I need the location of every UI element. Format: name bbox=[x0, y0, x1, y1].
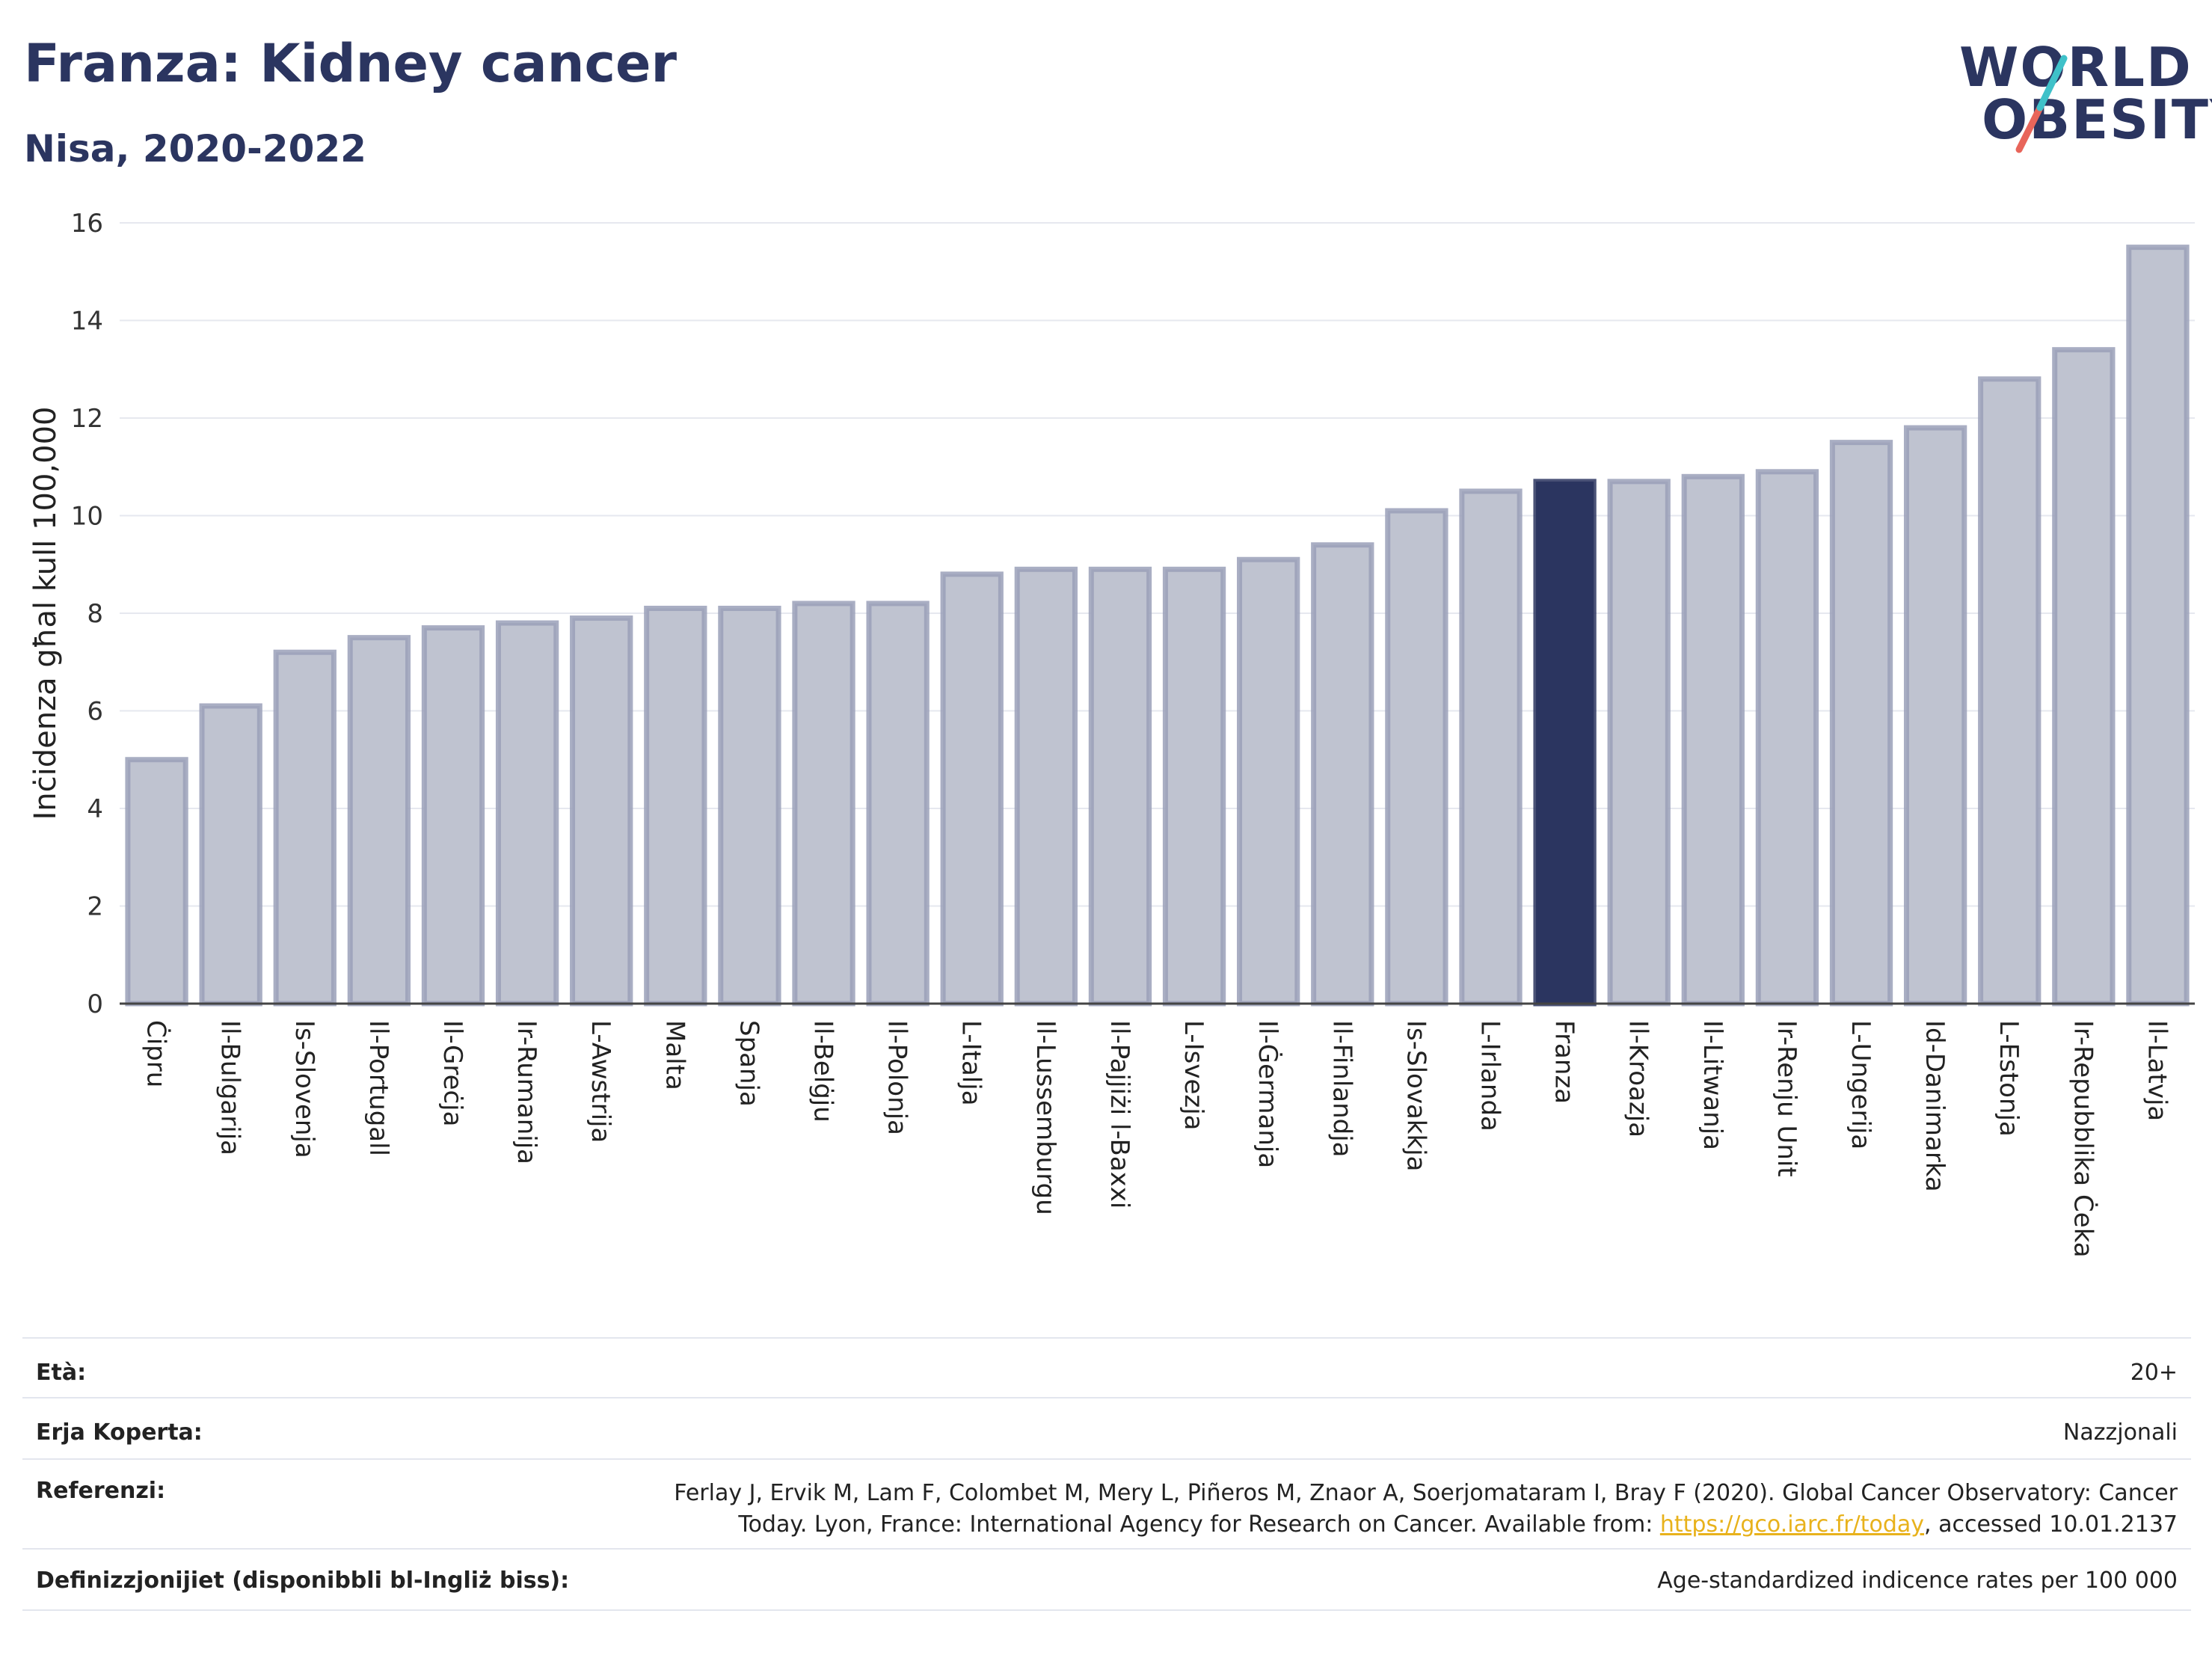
age-value: 20+ bbox=[2130, 1360, 2178, 1386]
bar-18 bbox=[1459, 488, 1523, 1007]
references-value: Ferlay J, Ervik M, Lam F, Colombet M, Me… bbox=[674, 1478, 2178, 1541]
definitions-label: Definizzjonijiet (disponibbli bl-Ingliż … bbox=[36, 1568, 570, 1594]
x-tick-label: Ċipru bbox=[141, 1020, 172, 1087]
x-tick-label: Il-Finlandja bbox=[1327, 1020, 1357, 1158]
bar-chart: 0 2 4 6 8 10 12 14 16 Ċipru Il-Bulgarija Is-Sloven… bbox=[28, 209, 2195, 1258]
references-link[interactable]: https://gco.iarc.fr/today bbox=[1659, 1511, 1925, 1538]
x-tick-label: Id-Danimarka bbox=[1920, 1020, 1950, 1192]
chart-bars bbox=[125, 245, 2190, 1007]
x-tick-label: Is-Slovakkja bbox=[1401, 1020, 1431, 1171]
world-obesity-logo: WORLD OBESITY bbox=[1944, 30, 2212, 165]
bar-13 bbox=[1088, 566, 1152, 1007]
x-tick-label: Ir-Repubblika Ċeka bbox=[2068, 1020, 2098, 1258]
page-subtitle: Nisa, 2020-2022 bbox=[24, 127, 366, 171]
x-axis-ticks: Ċipru Il-Bulgarija Is-Slovenja Il-Portugall… bbox=[141, 1020, 2172, 1258]
x-tick-label: L-Ungerija bbox=[1846, 1020, 1875, 1149]
x-tick-label: Il-Ġermanja bbox=[1253, 1020, 1283, 1168]
bar-21 bbox=[1681, 473, 1745, 1007]
meta-row-area: Erja Koperta: Nazzjonali bbox=[22, 1397, 2191, 1460]
age-label: Età: bbox=[36, 1360, 87, 1386]
x-tick-label: Ir-Renju Unit bbox=[1772, 1020, 1801, 1177]
x-tick-label: Il-Latvja bbox=[2142, 1020, 2172, 1121]
meta-row-references: Referenzi: Ferlay J, Ervik M, Lam F, Col… bbox=[22, 1458, 2191, 1550]
meta-row-age: Età: 20+ bbox=[22, 1337, 2191, 1398]
y-tick-label: 4 bbox=[87, 794, 103, 824]
x-tick-label: Malta bbox=[660, 1020, 689, 1090]
x-tick-label: Il-Belġju bbox=[808, 1020, 838, 1123]
bar-22 bbox=[1755, 469, 1819, 1007]
x-tick-label: Il-Portugall bbox=[363, 1020, 393, 1156]
x-tick-label: L-Estonja bbox=[1994, 1020, 2024, 1137]
bar-24 bbox=[1903, 425, 1967, 1007]
y-axis-label: Inċidenza għal kull 100,000 bbox=[28, 407, 63, 820]
x-tick-label: Ir-Rumanija bbox=[511, 1020, 541, 1164]
page-title: Franza: Kidney cancer bbox=[24, 33, 677, 94]
bar-4 bbox=[421, 625, 485, 1007]
area-value: Nazzjonali bbox=[2062, 1419, 2178, 1446]
bar-0 bbox=[125, 757, 188, 1007]
x-tick-label: Il-Pajjiżi l-Baxxi bbox=[1105, 1020, 1134, 1209]
references-line-1: Ferlay J, Ervik M, Lam F, Colombet M, Me… bbox=[674, 1480, 2178, 1506]
y-tick-label: 0 bbox=[87, 989, 103, 1019]
bar-10 bbox=[866, 601, 930, 1007]
x-tick-label: L-Irlanda bbox=[1475, 1020, 1505, 1132]
x-tick-label: Il-Polonja bbox=[882, 1020, 912, 1135]
bar-1 bbox=[199, 703, 262, 1007]
x-tick-label: Il-Lussemburgu bbox=[1030, 1020, 1060, 1215]
definitions-value: Age-standardized indicence rates per 100… bbox=[1657, 1568, 2178, 1594]
bar-23 bbox=[1829, 440, 1893, 1007]
bar-12 bbox=[1014, 566, 1078, 1007]
references-line-2-text: Today. Lyon, France: International Agenc… bbox=[738, 1511, 1660, 1538]
y-tick-label: 14 bbox=[71, 307, 103, 337]
bar-16 bbox=[1311, 542, 1374, 1007]
bar-17 bbox=[1385, 508, 1448, 1007]
bar-19 bbox=[1533, 479, 1597, 1007]
x-tick-label: L-Awstrija bbox=[586, 1020, 615, 1143]
y-tick-label: 6 bbox=[87, 697, 103, 727]
bar-6 bbox=[570, 615, 633, 1007]
references-label: Referenzi: bbox=[36, 1478, 166, 1504]
bar-5 bbox=[495, 620, 559, 1007]
bar-3 bbox=[347, 635, 411, 1007]
references-line-2: Today. Lyon, France: International Agenc… bbox=[674, 1509, 2178, 1541]
y-tick-label: 8 bbox=[87, 599, 103, 629]
area-label: Erja Koperta: bbox=[36, 1419, 203, 1446]
bar-8 bbox=[718, 605, 781, 1007]
x-tick-label: Is-Slovenja bbox=[289, 1020, 319, 1158]
logo-line-1: WORLD bbox=[1959, 36, 2193, 99]
bar-9 bbox=[792, 601, 855, 1007]
x-tick-label: Franza bbox=[1549, 1020, 1579, 1104]
bar-20 bbox=[1607, 479, 1671, 1007]
y-tick-label: 10 bbox=[71, 502, 103, 532]
x-tick-label: Il-Greċja bbox=[437, 1020, 467, 1126]
x-tick-label: L-Italja bbox=[956, 1020, 986, 1106]
x-tick-label: L-Isvezja bbox=[1179, 1020, 1208, 1131]
bar-26 bbox=[2052, 347, 2116, 1007]
x-tick-label: Il-Kroazja bbox=[1623, 1020, 1653, 1137]
bar-14 bbox=[1162, 566, 1226, 1007]
bar-2 bbox=[273, 649, 337, 1007]
bar-15 bbox=[1237, 556, 1300, 1007]
bar-25 bbox=[1978, 376, 2042, 1007]
bar-11 bbox=[940, 571, 1004, 1007]
x-tick-label: Il-Litwanja bbox=[1698, 1020, 1727, 1150]
y-tick-label: 12 bbox=[71, 404, 103, 434]
x-tick-label: Spanja bbox=[734, 1020, 764, 1107]
logo-slash-icon bbox=[2015, 55, 2068, 153]
x-tick-label: Il-Bulgarija bbox=[215, 1020, 245, 1155]
y-axis-ticks: 0 2 4 6 8 10 12 14 16 bbox=[71, 209, 103, 1019]
references-accessed: , accessed 10.01.2137 bbox=[1924, 1511, 2178, 1538]
y-tick-label: 16 bbox=[71, 209, 103, 239]
bar-27 bbox=[2126, 245, 2190, 1007]
y-tick-label: 2 bbox=[87, 892, 103, 922]
meta-row-definitions: Definizzjonijiet (disponibbli bl-Ingliż … bbox=[22, 1548, 2191, 1611]
bar-7 bbox=[644, 605, 707, 1007]
